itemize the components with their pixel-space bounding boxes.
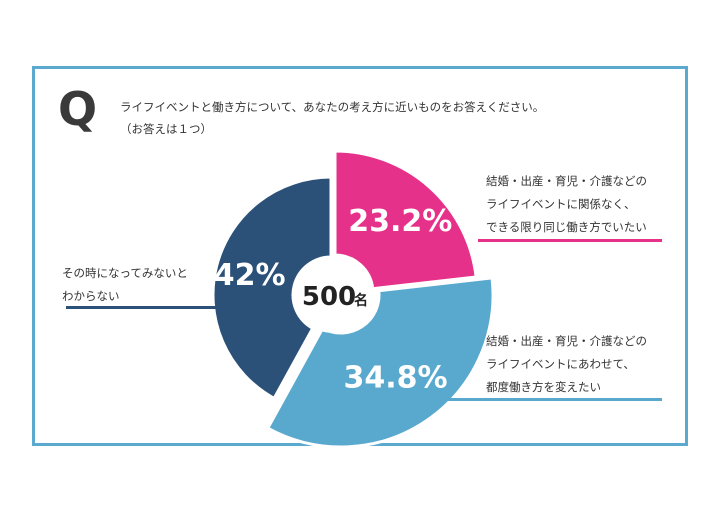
pie-slice-3 [211,175,333,401]
question-note: （お答えは１つ） [120,122,212,136]
question-text: ライフイベントと働き方について、あなたの考え方に近いものをお答えください。 [120,100,545,114]
center-total-unit: 名 [354,292,368,309]
label-pink: 結婚・出産・育児・介護などの ライフイベントに関係なく、 できる限り同じ働き方で… [486,170,647,239]
label-lightblue: 結婚・出産・育児・介護などの ライフイベントにあわせて、 都度働き方を変えたい [486,330,647,399]
leader-line-pink [478,239,662,242]
label-pink-line-2: ライフイベントに関係なく、 [486,197,636,211]
question-mark-q: Q [58,82,98,136]
donut-hole [295,257,371,333]
pie-slice-2 [265,276,495,449]
pie-slice-1 [333,149,478,291]
label-navy-line-2: わからない [62,289,120,303]
leader-line-lightblue [440,398,662,401]
label-pink-line-1: 結婚・出産・育児・介護などの [486,174,647,188]
label-lightblue-line-2: ライフイベントにあわせて、 [486,357,635,371]
slice-value-label-1: 23.2% [348,204,452,239]
label-pink-line-3: できる限り同じ働き方でいたい [486,220,647,234]
label-navy: その時になってみないと わからない [62,262,188,308]
slice-value-label-2: 34.8% [344,360,448,395]
label-navy-line-1: その時になってみないと [62,266,188,280]
label-lightblue-line-3: 都度働き方を変えたい [486,380,601,394]
center-total-count: 500 [302,282,356,312]
slice-value-label-3: 42% [214,258,286,293]
leader-line-navy [66,306,216,309]
label-lightblue-line-1: 結婚・出産・育児・介護などの [486,334,647,348]
question-text-block: ライフイベントと働き方について、あなたの考え方に近いものをお答えください。 （お… [120,96,544,140]
